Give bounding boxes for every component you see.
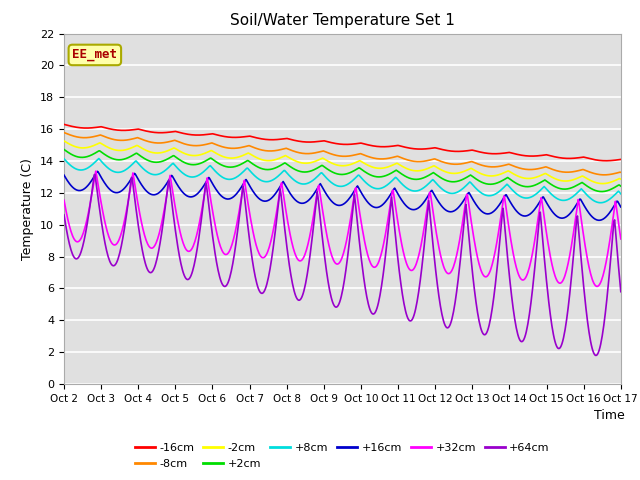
Text: EE_met: EE_met bbox=[72, 48, 117, 61]
Legend: -16cm, -8cm, -2cm, +2cm, +8cm, +16cm, +32cm, +64cm: -16cm, -8cm, -2cm, +2cm, +8cm, +16cm, +3… bbox=[131, 439, 554, 473]
Y-axis label: Temperature (C): Temperature (C) bbox=[22, 158, 35, 260]
Title: Soil/Water Temperature Set 1: Soil/Water Temperature Set 1 bbox=[230, 13, 455, 28]
X-axis label: Time: Time bbox=[595, 408, 625, 421]
